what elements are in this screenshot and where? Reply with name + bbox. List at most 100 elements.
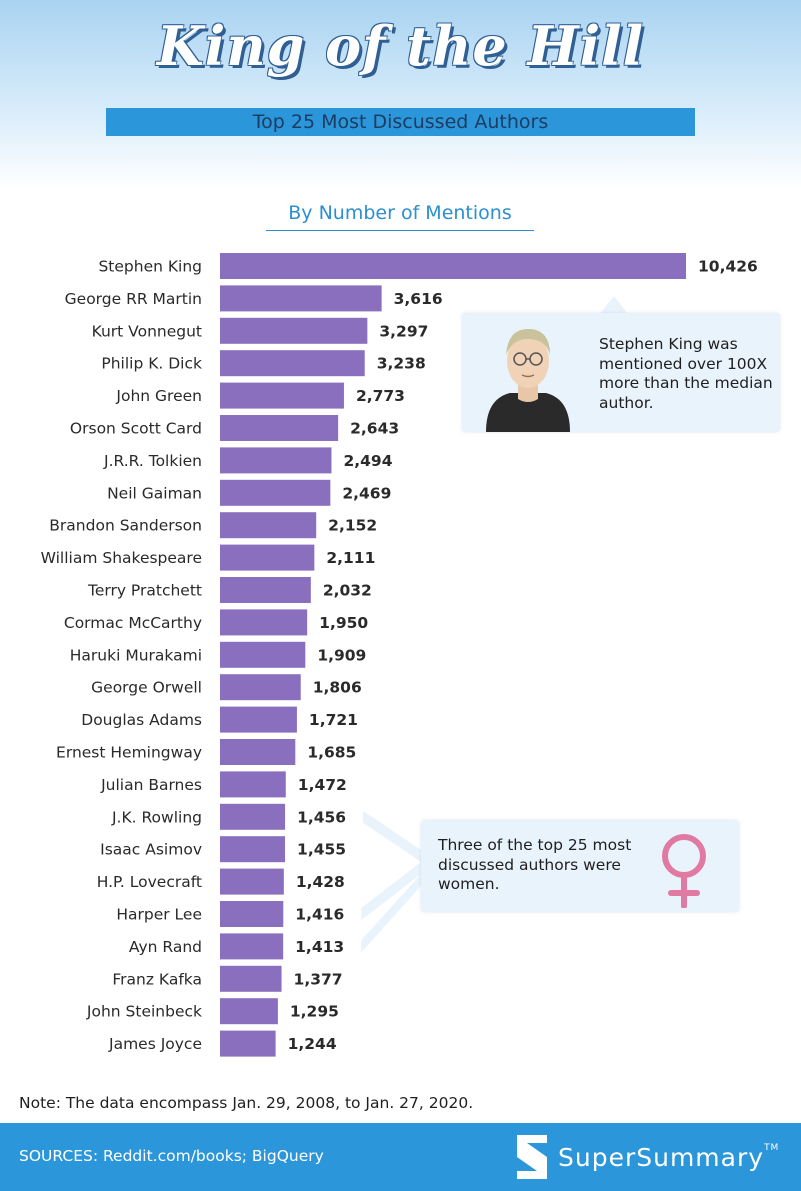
women-callout-pointer: [361, 874, 421, 953]
page-title: King of the Hill: [156, 14, 645, 78]
footer: SOURCES: Reddit.com/books; BigQuery Supe…: [0, 1123, 801, 1191]
category-label: Julian Barnes: [100, 776, 202, 794]
category-label: Brandon Sanderson: [49, 517, 202, 535]
category-label: J.K. Rowling: [111, 808, 202, 826]
bar-george-rr-martin: [220, 285, 382, 312]
trademark-mark: TM: [764, 1143, 780, 1153]
bar-haruki-murakami: [220, 641, 306, 668]
subtitle-banner: Top 25 Most Discussed Authors: [106, 108, 695, 136]
bar-franz-kafka: [220, 965, 282, 992]
value-label: 1,950: [319, 614, 368, 632]
value-label: 2,773: [356, 387, 405, 405]
bar-ernest-hemingway: [220, 739, 296, 765]
bar-neil-gaiman: [220, 479, 331, 506]
value-label: 1,456: [297, 808, 346, 826]
value-label: 1,455: [297, 841, 346, 859]
sources-text: SOURCES: Reddit.com/books; BigQuery: [19, 1147, 324, 1165]
category-label: Cormac McCarthy: [64, 614, 202, 632]
chart-value-labels: 10,426 3,616 3,297 3,238 2,773 2,643 2,494 2,46…: [288, 258, 758, 1054]
category-label: Philip K. Dick: [101, 355, 202, 373]
stephen-king-callout: Stephen King was mentioned over 100X mor…: [462, 313, 780, 432]
bar-george-orwell: [220, 674, 301, 701]
value-label: 2,032: [323, 582, 372, 600]
value-label: 1,472: [298, 776, 347, 794]
bar-julian-barnes: [220, 771, 286, 798]
women-authors-callout-text: Three of the top 25 most discussed autho…: [438, 836, 632, 893]
value-label: 2,152: [328, 517, 377, 535]
value-label: 1,295: [290, 1003, 339, 1021]
value-label: 1,244: [288, 1035, 337, 1053]
women-callout-pointer: [361, 862, 421, 920]
bar-j-r-r-tolkien: [220, 447, 332, 474]
bar-orson-scott-card: [220, 415, 339, 441]
category-label: Haruki Murakami: [70, 646, 202, 664]
category-label: George Orwell: [91, 679, 202, 697]
bar-john-green: [220, 382, 344, 409]
category-label: George RR Martin: [65, 290, 202, 308]
chart-bars: [220, 253, 686, 1057]
value-label: 1,413: [295, 938, 344, 956]
supersummary-logo-icon: [517, 1135, 547, 1179]
category-label: Kurt Vonnegut: [92, 322, 202, 340]
category-label: Ayn Rand: [129, 938, 202, 956]
value-label: 2,469: [342, 484, 391, 502]
king-callout-pointer: [600, 296, 628, 314]
bar-h-p-lovecraft: [220, 868, 284, 895]
bar-stephen-king: [220, 253, 686, 279]
chart-heading: By Number of Mentions: [266, 202, 534, 231]
value-label: 1,721: [309, 711, 358, 729]
value-label: 1,416: [295, 906, 344, 924]
brand-name: SuperSummaryTM: [558, 1143, 779, 1172]
category-label: James Joyce: [108, 1035, 202, 1053]
category-label: William Shakespeare: [41, 549, 202, 567]
bar-kurt-vonnegut: [220, 317, 368, 344]
chart-category-labels: Stephen King George RR Martin Kurt Vonnegu…: [41, 258, 202, 1054]
value-label: 1,428: [296, 873, 345, 891]
value-label: 10,426: [698, 258, 758, 276]
category-label: Franz Kafka: [112, 970, 202, 988]
header-background: [0, 0, 801, 190]
bar-james-joyce: [220, 1030, 276, 1057]
category-label: Terry Pratchett: [87, 582, 202, 600]
category-label: J.R.R. Tolkien: [103, 452, 202, 470]
bar-cormac-mccarthy: [220, 609, 308, 636]
category-label: Ernest Hemingway: [56, 744, 202, 762]
brand-name-text: SuperSummary: [558, 1143, 765, 1172]
bar-philip-k-dick: [220, 350, 365, 377]
value-label: 2,643: [350, 420, 399, 438]
bar-ayn-rand: [220, 933, 284, 960]
bar-isaac-asimov: [220, 836, 286, 863]
bar-douglas-adams: [220, 706, 297, 733]
bar-j-k-rowling: [220, 803, 286, 830]
category-label: Neil Gaiman: [107, 484, 202, 502]
stephen-king-callout-text: Stephen King was mentioned over 100X mor…: [599, 335, 773, 412]
value-label: 1,377: [294, 970, 343, 988]
category-label: Stephen King: [98, 258, 202, 276]
bar-brandon-sanderson: [220, 512, 317, 539]
callout-pointers: [361, 296, 628, 953]
value-label: 1,806: [313, 679, 362, 697]
category-label: Douglas Adams: [81, 711, 202, 729]
category-label: John Green: [115, 387, 202, 405]
category-label: Orson Scott Card: [70, 420, 202, 438]
data-note: Note: The data encompass Jan. 29, 2008, …: [19, 1094, 474, 1112]
category-label: John Steinbeck: [86, 1003, 202, 1021]
value-label: 1,685: [307, 744, 356, 762]
bar-harper-lee: [220, 901, 284, 927]
bar-terry-pratchett: [220, 577, 311, 603]
author-avatar-icon: [486, 329, 570, 432]
bar-william-shakespeare: [220, 544, 315, 571]
value-label: 1,909: [317, 646, 366, 664]
value-label: 3,297: [379, 322, 428, 340]
value-label: 3,238: [377, 355, 426, 373]
bar-chart: Stephen King George RR Martin Kurt Vonnegu…: [41, 253, 758, 1057]
women-authors-callout: Three of the top 25 most discussed autho…: [421, 820, 739, 912]
value-label: 3,616: [394, 290, 443, 308]
category-label: Isaac Asimov: [100, 841, 202, 859]
value-label: 2,494: [343, 452, 392, 470]
bar-john-steinbeck: [220, 998, 278, 1025]
female-symbol-icon: [662, 834, 706, 908]
category-label: H.P. Lovecraft: [97, 873, 202, 891]
category-label: Harper Lee: [116, 906, 202, 924]
value-label: 2,111: [326, 549, 375, 567]
